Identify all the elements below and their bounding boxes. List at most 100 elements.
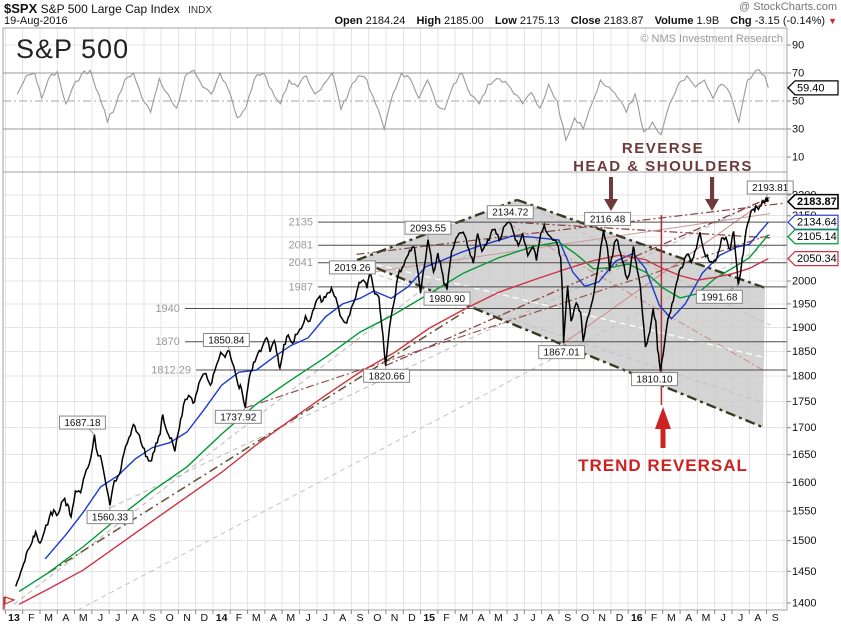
y-tick-label: 1800: [792, 371, 816, 383]
x-tick-label: A: [547, 612, 554, 624]
osc-tick-label: 30: [792, 124, 804, 136]
trendline: [76, 243, 771, 610]
x-tick-label: S: [356, 612, 363, 624]
exchange-label: INDX: [188, 5, 213, 16]
up-arrow-icon: [660, 429, 666, 448]
y-tick-label: 1600: [792, 477, 816, 489]
callout-box: [86, 510, 134, 525]
callout-label: 1810.10: [636, 375, 673, 386]
x-tick-label: A: [754, 612, 761, 624]
volume-label: Volume: [654, 15, 694, 27]
callout-box: [746, 180, 794, 195]
callout-box: [202, 332, 250, 347]
x-tick-label: A: [270, 612, 277, 624]
x-tick-label: M: [667, 612, 676, 624]
x-tick-label: F: [236, 612, 242, 624]
callout-label: 2019.26: [334, 263, 371, 274]
level-label: 1812.29: [151, 364, 191, 376]
flag-icon: [3, 596, 16, 609]
support-resistance-levels: 2135 2081 2041 1987 1940 1870 1812.29: [151, 217, 313, 377]
x-tick-label: J: [513, 612, 518, 624]
price-tag-2183.87: 2183.87: [786, 193, 839, 210]
ticker-name: S&P 500 Large Cap Index: [40, 2, 180, 16]
osc-tick-label: 10: [792, 152, 804, 164]
callout-box: [58, 415, 106, 430]
y-tick-label: 1750: [792, 396, 816, 408]
header-line-2: 19-Aug-2016 Open 2184.24 High 2185.00 Lo…: [4, 15, 837, 27]
x-tick-label: F: [28, 612, 34, 624]
quote-date: 19-Aug-2016: [4, 15, 68, 27]
trendline: [356, 258, 764, 429]
oscillator-panel: [16, 69, 769, 143]
trendline: [516, 199, 771, 326]
callout-label: 2134.72: [492, 208, 529, 219]
callout-box: [363, 368, 411, 383]
x-tick-label: D: [201, 612, 209, 624]
chg-label: Chg: [730, 15, 752, 27]
x-tick-label: O: [581, 612, 589, 624]
price-series: [15, 196, 769, 587]
y-tick-label: 1700: [792, 422, 816, 434]
stockcharts-watermark: @ StockCharts.com: [739, 1, 837, 13]
callout-box: [423, 291, 471, 306]
down-arrow-icon: [710, 177, 714, 199]
trend-reversal-label: TREND REVERSAL: [578, 456, 748, 475]
y-tick-label: 2000: [792, 276, 816, 288]
x-tick-label: F: [651, 612, 657, 624]
x-tick-label: 16: [631, 612, 643, 624]
osc-tick-label: 50: [792, 96, 804, 108]
x-tick-label: J: [305, 612, 310, 624]
callout-label: 1850.84: [208, 335, 245, 346]
x-tick-label: M: [79, 612, 88, 624]
x-tick-label: 15: [423, 612, 435, 624]
osc-tick-label: 90: [792, 40, 804, 52]
ticker-symbol: $SPX: [4, 1, 38, 16]
callout-box: [214, 409, 262, 424]
down-arrow-icon: [609, 177, 613, 199]
oscillator-value-tag: 59.40: [787, 80, 839, 96]
y-tick-label: 1400: [792, 598, 816, 610]
x-tick-label: O: [166, 612, 174, 624]
trendline: [509, 221, 771, 239]
x-tick-label: S: [149, 612, 156, 624]
callout-label: 1737.92: [220, 412, 257, 423]
trendline: [385, 196, 771, 367]
chart-title: S&P 500: [16, 34, 129, 64]
x-tick-label: A: [132, 612, 139, 624]
y-tick-label: 1500: [792, 535, 816, 547]
ma-red: [18, 254, 769, 605]
x-tick-label: F: [443, 612, 449, 624]
x-tick-label: J: [323, 612, 328, 624]
trendline: [110, 197, 771, 509]
callout-label: 1560.33: [92, 513, 129, 524]
y-tick-label: 1550: [792, 506, 816, 518]
x-tick-label: J: [721, 612, 726, 624]
callout-label: 2116.48: [590, 214, 626, 225]
x-tick-label: M: [286, 612, 295, 624]
svg-text:2050.34: 2050.34: [797, 253, 837, 265]
x-tick-label: D: [408, 612, 416, 624]
ma-green: [18, 234, 769, 593]
oscillator-series: [16, 69, 769, 143]
level-label: 1940: [155, 303, 179, 315]
svg-text:2134.64: 2134.64: [797, 217, 837, 229]
y-tick-label: 1950: [792, 298, 816, 310]
callout-box: [404, 220, 452, 235]
callout-label: 1820.66: [369, 371, 406, 382]
chg-value: -3.15 (-0.14%): [754, 15, 826, 27]
callouts: 1687.18 1560.33 1737.92 1850.84 1820.66 2019.…: [58, 180, 794, 525]
svg-text:2183.87: 2183.87: [797, 196, 837, 208]
price-tag-2134.64: 2134.64: [787, 214, 839, 230]
x-tick-label: 14: [216, 612, 228, 624]
reverse-hs-label-2: HEAD & SHOULDERS: [573, 158, 753, 175]
level-label: 1987: [288, 281, 312, 293]
level-label: 2041: [288, 257, 312, 269]
x-tick-label: M: [459, 612, 468, 624]
callout-box: [538, 345, 586, 360]
x-tick-label: S: [564, 612, 571, 624]
high-label: High: [416, 15, 441, 27]
x-tick-label: M: [494, 612, 503, 624]
trendline: [370, 272, 764, 404]
